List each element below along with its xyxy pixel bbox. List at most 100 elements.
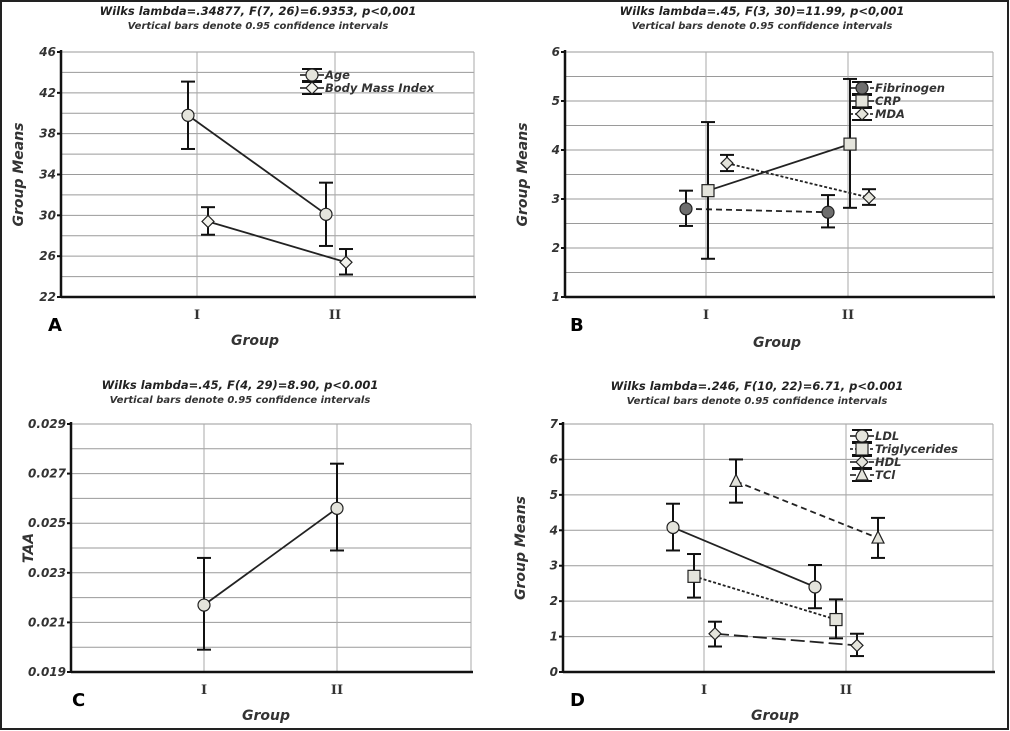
y-tick-label: 46: [38, 45, 56, 59]
x-tick-label: I: [703, 308, 709, 323]
legend-marker-circle: [305, 68, 319, 82]
y-tick-label: 34: [39, 168, 56, 182]
data-point-circle: [330, 501, 344, 515]
y-tick-label: 1: [550, 630, 558, 644]
legend-marker-diamond: [305, 81, 319, 95]
chart-subtitle: Vertical bars denote 0.95 confidence int…: [110, 395, 371, 406]
x-tick-label: II: [842, 308, 854, 323]
data-point-diamond: [862, 190, 876, 205]
y-tick-label: 4: [549, 523, 558, 537]
x-axis-label: Group: [753, 335, 801, 351]
series-line: [685, 207, 829, 214]
series-crp: [701, 77, 857, 260]
x-tick-label: II: [840, 683, 852, 698]
legend-marker-circle: [855, 81, 869, 95]
series-line: [672, 526, 816, 588]
series-fibrinogen: [679, 189, 835, 229]
series-body-mass-index: [201, 206, 353, 276]
series-line: [707, 143, 851, 192]
y-tick-label: 5: [552, 94, 560, 108]
panel-letter: D: [570, 690, 585, 711]
series-mda: [720, 153, 876, 206]
panel-c: Wilks lambda=.45, F(4, 29)=8.90, p<0.001…: [21, 378, 473, 724]
panel-letter: C: [72, 690, 85, 711]
legend-label: CRP: [875, 94, 901, 108]
data-point-diamond: [201, 214, 215, 229]
series-line: [203, 507, 338, 606]
panel-a: Wilks lambda=.34877, F(7, 26)=6.9353, p<…: [11, 4, 476, 349]
legend-marker-square: [855, 442, 869, 456]
data-point-diamond: [720, 156, 734, 171]
y-axis-label: Group Means: [515, 122, 531, 226]
y-tick-label: 22: [39, 290, 56, 304]
legend-label: TCl: [875, 468, 896, 482]
data-point-diamond: [850, 638, 864, 653]
data-point-square: [829, 612, 843, 627]
panel-letter: B: [570, 315, 584, 336]
y-tick-label: 6: [552, 45, 560, 59]
y-tick-label: 0: [550, 665, 558, 679]
legend-marker-diamond: [855, 107, 869, 121]
y-tick-label: 2: [552, 241, 560, 255]
x-tick-label: II: [331, 683, 343, 698]
chart-title: Wilks lambda=.45, F(4, 29)=8.90, p<0.001: [102, 378, 379, 392]
legend-marker-triangle: [855, 466, 869, 481]
series-line: [207, 220, 347, 264]
chart-title: Wilks lambda=.246, F(10, 22)=6.71, p<0.0…: [611, 379, 904, 393]
y-tick-label: 0.027: [28, 467, 67, 481]
x-axis-label: Group: [751, 708, 799, 724]
legend-marker-square: [855, 94, 869, 108]
data-point-circle: [319, 207, 333, 221]
x-tick-label: I: [701, 683, 707, 698]
data-point-triangle: [729, 473, 743, 487]
chart-title: Wilks lambda=.45, F(3, 30)=11.99, p<0,00…: [620, 4, 905, 18]
panel-letter: A: [48, 315, 62, 336]
y-tick-label: 5: [550, 488, 558, 502]
x-axis-label: Group: [231, 333, 279, 349]
data-point-square: [687, 569, 701, 583]
series-line: [187, 114, 327, 216]
panel-b: Wilks lambda=.45, F(3, 30)=11.99, p<0,00…: [515, 4, 995, 351]
y-tick-label: 0.025: [28, 516, 66, 530]
data-point-circle: [821, 205, 835, 219]
y-tick-label: 26: [39, 249, 56, 263]
y-tick-label: 0.029: [28, 417, 66, 431]
series-hdl: [708, 620, 864, 658]
series-age: [181, 80, 333, 247]
series-tcl: [729, 458, 885, 559]
y-tick-label: 0.019: [28, 665, 66, 679]
data-point-circle: [666, 520, 680, 535]
legend-label: LDL: [875, 429, 899, 443]
data-point-diamond: [708, 626, 722, 641]
y-tick-label: 3: [552, 192, 560, 206]
legend-label: Triglycerides: [875, 442, 958, 456]
series-line: [726, 162, 870, 199]
y-tick-label: 38: [39, 127, 56, 141]
series-line: [735, 480, 879, 539]
y-axis-label: Group Means: [11, 122, 27, 226]
data-point-triangle: [871, 529, 885, 544]
y-tick-label: 6: [550, 452, 558, 466]
y-tick-label: 7: [550, 417, 559, 431]
data-point-circle: [197, 598, 211, 612]
y-tick-label: 0.021: [28, 615, 66, 629]
legend-label: MDA: [875, 107, 905, 121]
series-main: [197, 462, 344, 651]
y-tick-label: 42: [38, 86, 56, 100]
data-point-circle: [679, 202, 693, 216]
data-point-square: [843, 137, 857, 151]
chart-title: Wilks lambda=.34877, F(7, 26)=6.9353, p<…: [100, 4, 417, 18]
data-point-circle: [181, 108, 195, 122]
series-triglycerides: [687, 553, 843, 640]
data-point-diamond: [339, 255, 353, 270]
chart-subtitle: Vertical bars denote 0.95 confidence int…: [128, 21, 389, 32]
y-tick-label: 2: [550, 594, 558, 608]
chart-subtitle: Vertical bars denote 0.95 confidence int…: [627, 396, 888, 407]
data-point-circle: [808, 580, 822, 594]
legend-label: Age: [324, 68, 350, 82]
